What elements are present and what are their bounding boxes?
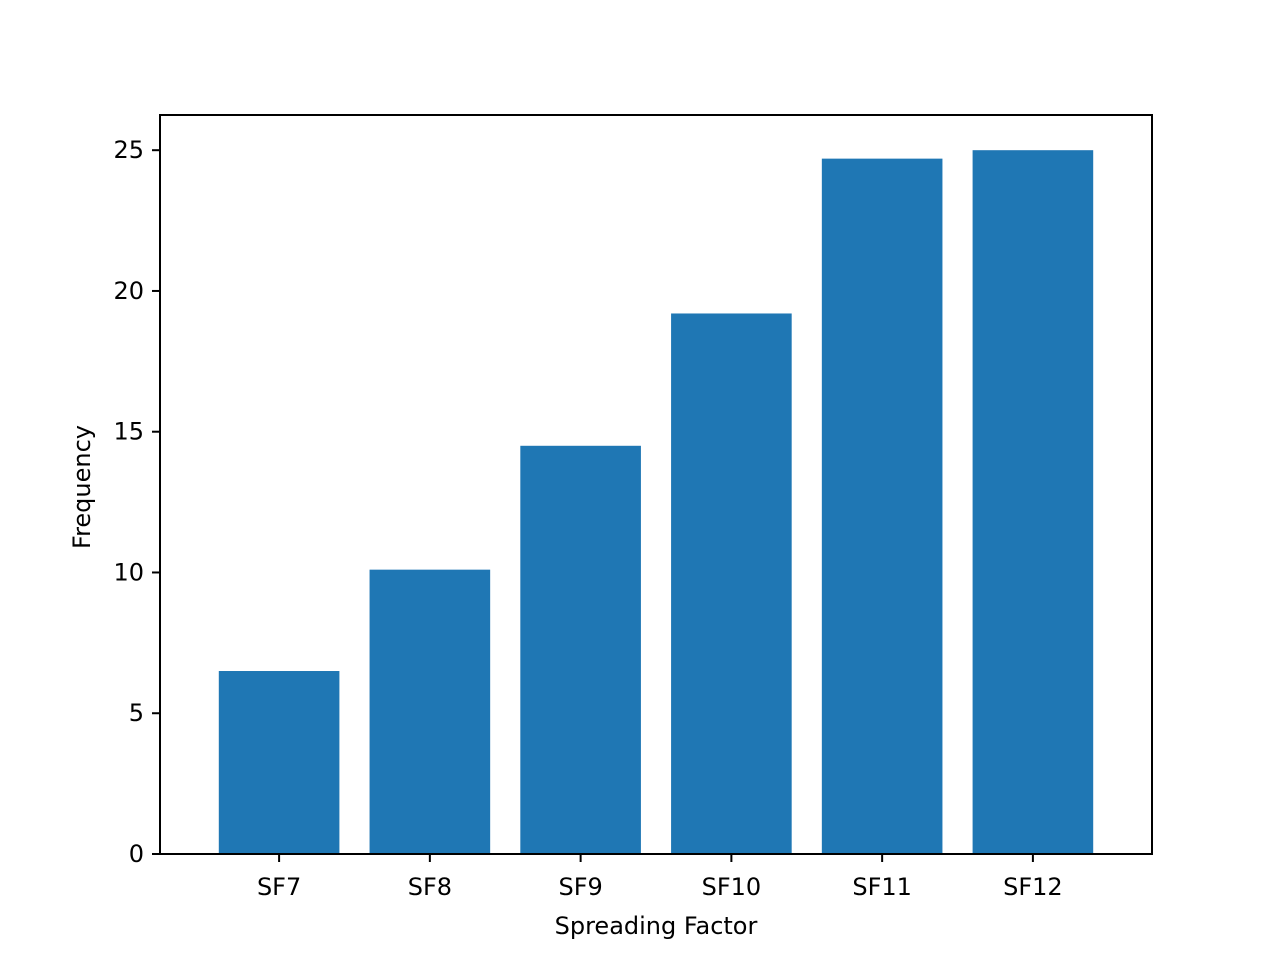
bar-sf10 bbox=[671, 313, 792, 855]
y-axis: 0 5 10 15 20 25 bbox=[113, 136, 160, 868]
plot-frame bbox=[159, 114, 1153, 855]
y-axis-label: Frequency bbox=[68, 425, 96, 549]
x-tick-label: SF12 bbox=[1003, 873, 1063, 901]
y-tick-label: 20 bbox=[113, 277, 144, 305]
y-tick-label: 0 bbox=[129, 840, 144, 868]
y-tick-label: 10 bbox=[113, 558, 144, 586]
bar-sf7 bbox=[218, 671, 340, 854]
y-tick-label: 15 bbox=[113, 418, 144, 446]
y-tick-label: 25 bbox=[113, 136, 144, 164]
x-tick-label: SF8 bbox=[408, 873, 452, 901]
y-tick-label: 5 bbox=[129, 699, 144, 727]
bar-sf12 bbox=[972, 150, 1094, 854]
bar-sf8 bbox=[369, 569, 491, 854]
bars-group bbox=[218, 150, 1094, 855]
x-tick-label: SF10 bbox=[702, 873, 762, 901]
x-tick-label: SF11 bbox=[852, 873, 912, 901]
x-axis-label: Spreading Factor bbox=[555, 912, 758, 940]
bar-sf9 bbox=[520, 445, 641, 854]
x-axis: SF7 SF8 SF9 SF10 SF11 SF12 bbox=[257, 854, 1063, 901]
x-tick-label: SF7 bbox=[257, 873, 301, 901]
x-tick-label: SF9 bbox=[558, 873, 602, 901]
bar-sf11 bbox=[821, 158, 943, 855]
